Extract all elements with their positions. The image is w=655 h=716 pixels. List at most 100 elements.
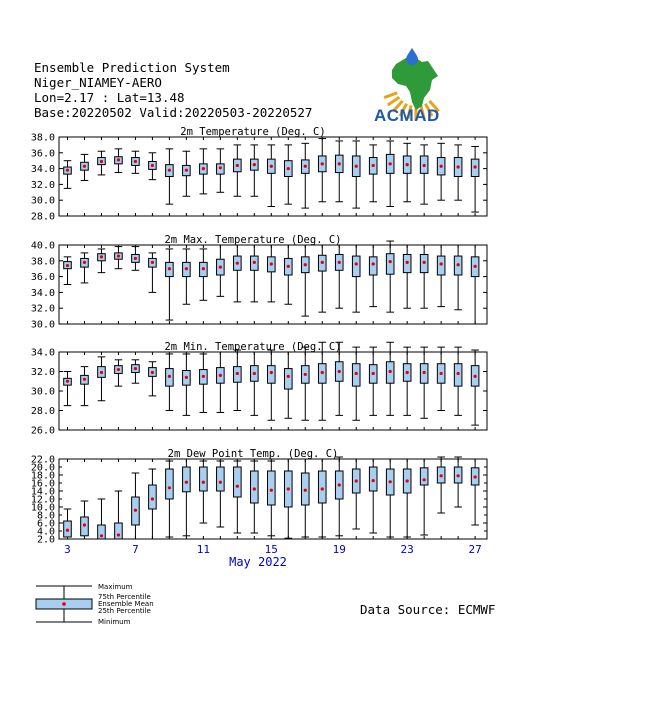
mean-dot <box>133 508 138 512</box>
mean-dot <box>99 534 104 538</box>
y-tick-label: 22.0 <box>31 455 55 466</box>
mean-dot <box>439 474 443 478</box>
mean-dot <box>354 371 358 376</box>
mean-dot <box>303 263 307 267</box>
legend-mean-dot <box>62 602 66 606</box>
mean-dot <box>116 533 121 537</box>
mean-dot <box>337 369 341 374</box>
mean-dot <box>371 479 375 483</box>
y-tick-label: 34.0 <box>31 348 55 359</box>
plot-frame <box>58 136 488 217</box>
box <box>267 470 276 506</box>
box <box>317 470 327 504</box>
mean-dot <box>473 374 477 378</box>
mean-dot <box>116 367 121 372</box>
mean-dot <box>371 163 375 168</box>
mean-dot <box>150 370 155 375</box>
y-tick-label: 8.0 <box>37 511 55 522</box>
box <box>216 466 225 492</box>
mean-dot <box>116 254 121 258</box>
mean-dot <box>337 483 341 487</box>
mean-dot <box>388 480 392 484</box>
header-line-2: Niger_NIAMEY-AERO <box>34 75 162 90</box>
y-tick-label: 18.0 <box>31 471 55 482</box>
mean-dot <box>422 478 426 482</box>
mean-dot <box>99 159 104 164</box>
y-tick-label: 6.0 <box>37 519 55 530</box>
data-source: Data Source: ECMWF <box>360 602 496 617</box>
mean-dot <box>82 377 87 381</box>
legend-p75-label: 75th Percentile <box>98 593 151 601</box>
mean-dot <box>150 260 155 264</box>
box <box>165 468 174 500</box>
box <box>148 484 157 510</box>
sun-ray <box>383 91 398 100</box>
mean-dot <box>218 265 222 269</box>
mean-dot <box>252 487 256 491</box>
mean-dot <box>82 164 87 168</box>
y-tick-label: 30.0 <box>31 320 55 331</box>
mean-dot <box>218 166 222 170</box>
y-tick-label: 10.0 <box>31 503 55 514</box>
mean-dot <box>371 262 375 266</box>
mean-dot <box>252 163 256 167</box>
header-line-4: Base:20220502 Valid:20220503-20220527 <box>34 105 313 120</box>
mean-dot <box>65 263 70 268</box>
y-tick-label: 16.0 <box>31 479 55 490</box>
mean-dot <box>354 164 358 168</box>
box <box>199 466 208 492</box>
sun-ray <box>406 105 413 120</box>
chart-title: 2m Max. Temperature (Deg. C) <box>164 234 341 246</box>
y-tick-label: 28.0 <box>31 406 55 417</box>
mean-dot <box>286 374 290 378</box>
mean-dot <box>320 370 324 375</box>
mean-dot <box>269 370 273 375</box>
x-tick-label: 23 <box>401 543 414 556</box>
mean-dot <box>439 262 443 266</box>
mean-dot <box>320 260 324 264</box>
header-line-3: Lon=2.17 : Lat=13.48 <box>34 90 185 105</box>
mean-dot <box>337 260 341 264</box>
y-tick-label: 30.0 <box>31 196 55 207</box>
mean-dot <box>388 162 392 166</box>
mean-dot <box>235 484 239 488</box>
box <box>351 255 361 278</box>
box <box>182 466 191 493</box>
y-tick-label: 26.0 <box>31 426 55 437</box>
mean-dot <box>439 164 443 168</box>
y-tick-label: 40.0 <box>31 241 55 252</box>
mean-dot <box>422 370 426 375</box>
mean-dot <box>354 479 358 483</box>
box <box>368 466 378 492</box>
mean-dot <box>388 259 392 264</box>
mean-dot <box>150 163 155 168</box>
mean-dot <box>167 374 171 378</box>
mean-dot <box>252 371 256 376</box>
mean-dot <box>133 256 138 261</box>
y-tick-label: 38.0 <box>31 256 55 267</box>
x-tick-label: 7 <box>132 543 139 556</box>
mean-dot <box>303 164 307 168</box>
x-tick-label: 15 <box>265 543 278 556</box>
mean-dot <box>422 163 426 168</box>
sun-ray <box>386 95 401 107</box>
mean-dot <box>456 263 460 267</box>
mean-dot <box>235 371 239 376</box>
mean-dot <box>303 488 307 492</box>
mean-dot <box>405 370 409 375</box>
mean-dot <box>99 370 104 375</box>
legend-p25-label: 25th Percentile <box>98 607 151 615</box>
mean-dot <box>218 373 222 377</box>
mean-dot <box>184 480 188 484</box>
mean-dot <box>337 162 341 166</box>
mean-dot <box>82 260 87 264</box>
box <box>385 253 395 275</box>
x-tick-label: 3 <box>64 543 71 556</box>
y-tick-label: 20.0 <box>31 463 55 474</box>
mean-dot <box>201 480 205 484</box>
x-tick-label: 19 <box>333 543 346 556</box>
acmad-logo-text: ACMAD <box>374 106 440 125</box>
mean-dot <box>473 165 477 169</box>
mean-dot <box>99 255 104 259</box>
sun-ray <box>419 105 426 120</box>
